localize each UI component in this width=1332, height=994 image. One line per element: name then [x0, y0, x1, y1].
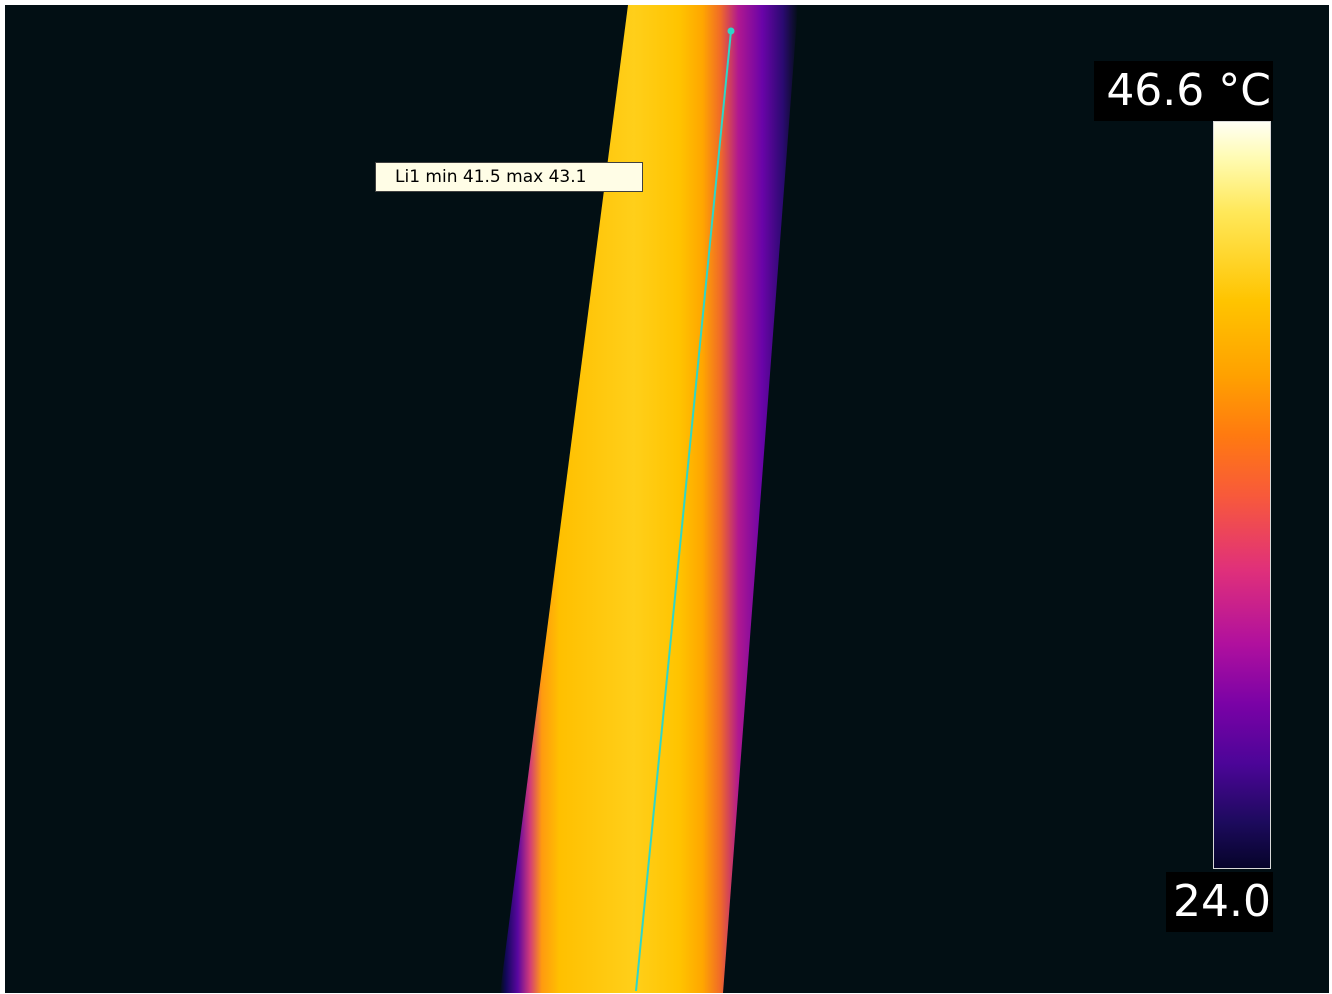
measurement-label[interactable]: Li1 min 41.5 max 43.1: [375, 162, 643, 192]
color-scale-bar: [1213, 121, 1271, 869]
thermal-image[interactable]: [5, 5, 1329, 993]
measurement-line[interactable]: [635, 30, 732, 992]
hot-pipe: [500, 5, 798, 993]
scale-min-label: 24.0: [1166, 872, 1273, 932]
measurement-line-endpoint[interactable]: [727, 27, 735, 35]
scale-max-label: 46.6 °C: [1094, 61, 1273, 121]
thermal-scene: [500, 5, 798, 993]
